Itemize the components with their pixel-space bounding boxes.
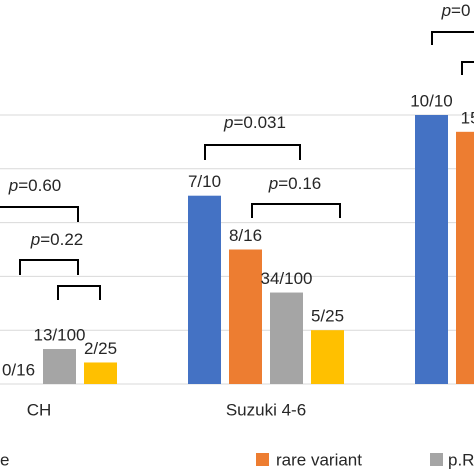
value-label: 8/16 bbox=[229, 226, 262, 245]
legend-label: e bbox=[0, 450, 9, 469]
annotation-text: =0.22 bbox=[40, 230, 83, 249]
value-label: 13/100 bbox=[34, 326, 86, 345]
value-label: 7/10 bbox=[188, 172, 221, 191]
legend-label: p.R4810K heterozyg bbox=[448, 450, 474, 469]
bar bbox=[456, 131, 474, 384]
x-tick-label: CH bbox=[27, 400, 52, 419]
bar bbox=[270, 292, 303, 384]
bar bbox=[229, 249, 262, 384]
bracket bbox=[19, 259, 79, 275]
bar bbox=[311, 330, 344, 384]
annotation: p=0.031 bbox=[223, 113, 286, 132]
bracket bbox=[57, 285, 101, 300]
value-label: 10/10 bbox=[410, 91, 453, 110]
bracket bbox=[204, 144, 301, 160]
bracket bbox=[431, 31, 474, 45]
annotation-symbol: p bbox=[268, 174, 278, 193]
annotation: p=0.60 bbox=[8, 176, 61, 195]
value-label: 15/ bbox=[461, 108, 474, 127]
annotation-text: =0.031 bbox=[233, 113, 285, 132]
legend-swatch bbox=[430, 453, 443, 466]
annotation-symbol: p bbox=[223, 113, 233, 132]
value-label: 34/100 bbox=[261, 269, 313, 288]
bar bbox=[188, 195, 221, 384]
annotation: p=0.22 bbox=[30, 230, 83, 249]
bar bbox=[415, 115, 448, 384]
bar bbox=[43, 349, 76, 384]
bracket bbox=[461, 61, 474, 75]
value-label: 5/25 bbox=[311, 307, 344, 326]
brackets bbox=[0, 31, 474, 300]
annotation-text: =0.60 bbox=[18, 176, 61, 195]
annotation: p=0.16 bbox=[268, 174, 321, 193]
value-label: 2/25 bbox=[84, 339, 117, 358]
annotation-symbol: p bbox=[441, 1, 451, 20]
bar bbox=[84, 362, 117, 384]
annotation: p=0 bbox=[441, 1, 471, 20]
legend-swatch bbox=[256, 453, 269, 466]
annotation-symbol: p bbox=[8, 176, 18, 195]
bracket bbox=[0, 206, 79, 222]
annotation-text: =0.16 bbox=[278, 174, 321, 193]
value-label: 0/16 bbox=[2, 360, 35, 379]
bracket bbox=[251, 203, 341, 218]
x-tick-label: Suzuki 4-6 bbox=[226, 400, 306, 419]
annotation-text: =0 bbox=[451, 1, 470, 20]
annotation-symbol: p bbox=[30, 230, 40, 249]
legend-label: rare variant bbox=[276, 450, 362, 469]
